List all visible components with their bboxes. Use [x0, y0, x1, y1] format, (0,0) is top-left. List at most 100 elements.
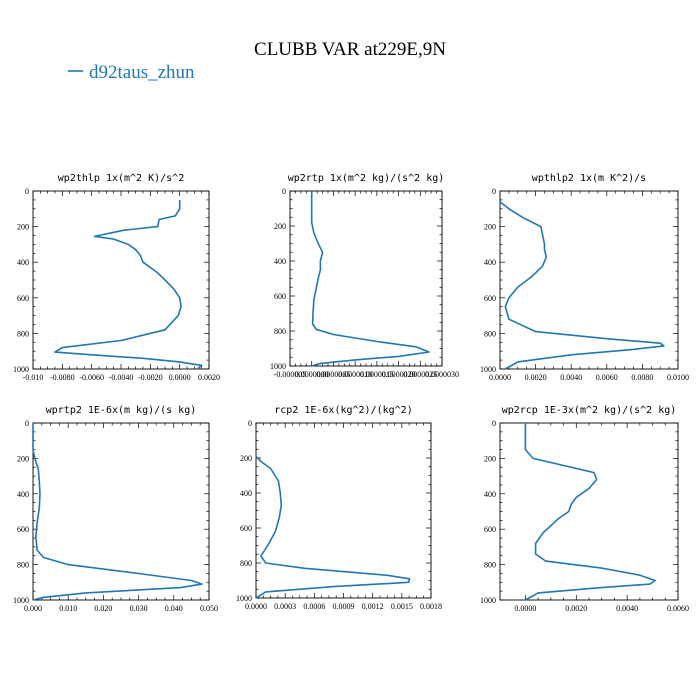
y-tick-label: 0: [492, 419, 496, 428]
y-tick-label: 400: [17, 490, 29, 499]
legend: d92taus_zhun: [68, 62, 195, 83]
y-tick-label: 400: [17, 258, 29, 267]
y-tick-label: 800: [484, 561, 496, 570]
x-tick-label: 0.0020: [565, 604, 587, 613]
x-tick-label: 0.0000: [514, 604, 536, 613]
panel-title: wprtp2 1E-6x(m kg)/(s kg): [46, 405, 197, 416]
series-line: [32, 423, 203, 601]
x-tick-label: 0.0040: [560, 373, 582, 382]
y-tick-label: 200: [484, 454, 496, 463]
panel-2: wp2rtp 1x(m^2 kg)/(s^2 kg)0 200 400 600 800 1…: [270, 173, 459, 379]
series-line: [54, 199, 203, 370]
series-line: [499, 201, 665, 370]
y-tick-label: 0: [25, 187, 29, 196]
y-tick-label: 0: [248, 419, 252, 428]
x-tick-label: 0.0080: [631, 373, 653, 382]
x-tick-label: -0.0080: [50, 373, 75, 382]
y-tick-label: 600: [240, 524, 252, 533]
panel-title: rcp2 1E-6x(kg^2)/(kg^2): [274, 405, 412, 416]
x-tick-label: 0.0060: [667, 604, 689, 613]
panel-4: wprtp2 1E-6x(m kg)/(s kg) 0 200 400 600 800 10…: [13, 405, 218, 613]
x-tick-label: 0.0018: [420, 602, 442, 611]
y-tick-label: 800: [484, 329, 496, 338]
x-tick-label: 0.0000020: [382, 370, 416, 379]
x-tick-label: 0.0000000: [295, 370, 329, 379]
y-tick-label: 1000: [480, 596, 496, 605]
x-tick-label: -0.0040: [109, 373, 134, 382]
x-tick-label: 0.0100: [667, 373, 689, 382]
x-tick-label: 0.010: [59, 604, 77, 613]
y-tick-label: 800: [17, 561, 29, 570]
y-tick-label: 0: [492, 187, 496, 196]
series-line: [524, 423, 656, 601]
x-tick-label: 0.0003: [274, 602, 296, 611]
y-tick-label: 400: [484, 258, 496, 267]
series-line: [255, 455, 411, 599]
y-tick-label: 1000: [13, 365, 29, 374]
plot-frame: [499, 422, 679, 601]
panel-title: wpthlp2 1x(m K^2)/s: [532, 173, 646, 184]
y-tick-label: 600: [17, 294, 29, 303]
x-tick-label: 0.0020: [198, 373, 220, 382]
y-tick-label: 200: [274, 222, 286, 231]
x-tick-label: -0.0060: [79, 373, 104, 382]
y-tick-label: 800: [17, 329, 29, 338]
x-tick-label: 0.0000: [489, 373, 511, 382]
plot-frame: [32, 190, 210, 370]
panel-5: rcp2 1E-6x(kg^2)/(kg^2) 0 200 400 600 800 1000…: [236, 405, 442, 611]
y-tick-label: 400: [240, 489, 252, 498]
x-tick-label: 0.0000015: [360, 370, 394, 379]
x-tick-label: 0.000: [24, 604, 42, 613]
panel-title: wp2rcp 1E-3x(m^2 kg)/(s^2 kg): [502, 405, 677, 416]
panels: wp2thlp 1x(m^2 K)/s^202004006008001000-0…: [13, 173, 689, 613]
x-tick-label: 0.030: [130, 604, 148, 613]
y-tick-label: 400: [484, 490, 496, 499]
y-tick-label: 200: [240, 454, 252, 463]
y-tick-label: 1000: [13, 596, 29, 605]
x-tick-label: 0.0040: [616, 604, 638, 613]
x-tick-label: 0.0000005: [316, 370, 350, 379]
x-tick-label: 0.0012: [362, 602, 384, 611]
x-tick-label: 0.0000: [169, 373, 191, 382]
y-tick-label: 200: [17, 223, 29, 232]
x-tick-label: 0.0060: [596, 373, 618, 382]
x-tick-label: 0.0015: [391, 602, 413, 611]
panel-1: wp2thlp 1x(m^2 K)/s^202004006008001000-0…: [13, 173, 220, 382]
x-tick-label: 0.020: [94, 604, 112, 613]
x-tick-label: 0.0006: [303, 602, 325, 611]
panel-6: wp2rcp 1E-3x(m^2 kg)/(s^2 kg) 0 200 400 600 8…: [480, 405, 689, 613]
y-tick-label: 1000: [480, 365, 496, 374]
y-tick-label: 0: [282, 187, 286, 196]
legend-label: d92taus_zhun: [89, 62, 195, 83]
x-tick-label: -0.010: [23, 373, 44, 382]
y-tick-label: 800: [240, 559, 252, 568]
x-tick-label: 0.0000025: [403, 370, 437, 379]
y-tick-label: 200: [17, 454, 29, 463]
x-tick-label: 0.0000010: [338, 370, 372, 379]
series-line: [310, 191, 430, 367]
y-tick-label: 800: [274, 327, 286, 336]
y-tick-label: 1000: [236, 594, 252, 603]
y-tick-label: 0: [25, 419, 29, 428]
x-tick-label: 0.040: [165, 604, 183, 613]
x-tick-label: -0.000005: [274, 370, 307, 379]
x-tick-label: 0.0000: [245, 602, 267, 611]
y-tick-label: 600: [484, 525, 496, 534]
y-tick-label: 400: [274, 257, 286, 266]
y-tick-label: 200: [484, 223, 496, 232]
x-tick-label: -0.0020: [138, 373, 163, 382]
x-tick-label: 0.050: [200, 604, 218, 613]
figure-title: CLUBB VAR at229E,9N: [254, 39, 446, 60]
y-tick-label: 1000: [270, 362, 286, 371]
x-tick-label: 0.0020: [525, 373, 547, 382]
plot-frame: [32, 422, 210, 601]
x-tick-label: 0.0000030: [425, 370, 459, 379]
panel-3: wpthlp2 1x(m K^2)/s020040060080010000.00…: [480, 173, 689, 382]
y-tick-label: 600: [17, 525, 29, 534]
x-tick-label: 0.0009: [333, 602, 355, 611]
y-tick-label: 600: [484, 294, 496, 303]
panel-title: wp2thlp 1x(m^2 K)/s^2: [58, 173, 184, 184]
y-tick-label: 600: [274, 292, 286, 301]
panel-title: wp2rtp 1x(m^2 kg)/(s^2 kg): [288, 173, 445, 184]
